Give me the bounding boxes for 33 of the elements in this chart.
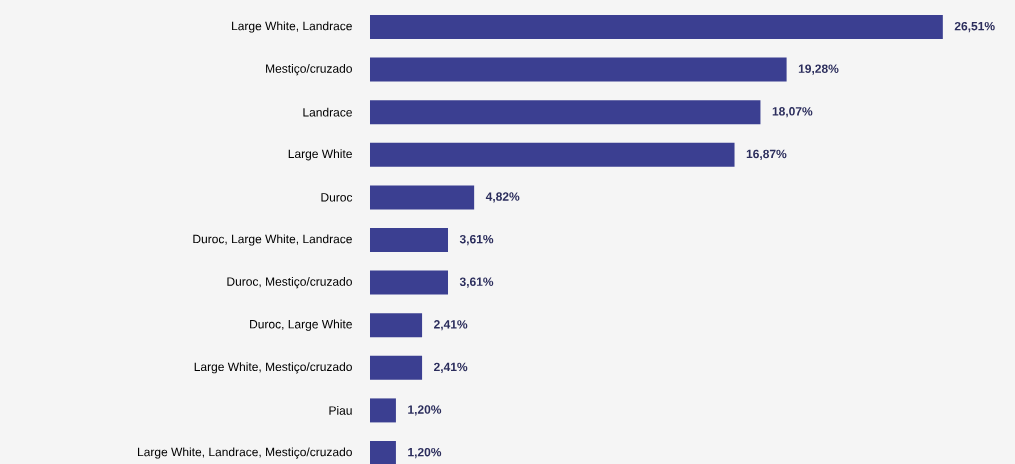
bar	[370, 398, 396, 423]
y-tick-label: Large White, Mestiço/cruzado	[194, 362, 352, 374]
data-label: 16,87%	[746, 149, 787, 160]
bar	[370, 142, 735, 167]
bar	[370, 313, 423, 338]
y-tick-label: Landrace	[303, 107, 352, 117]
bar	[370, 15, 943, 40]
data-label: 1,20%	[408, 447, 442, 459]
bar	[370, 100, 761, 125]
data-label: 26,51%	[954, 21, 995, 33]
y-tick-label: Large White, Landrace, Mestiço/cruzado	[138, 447, 352, 459]
y-tick-label: Duroc, Large White	[250, 319, 352, 331]
data-label: 2,41%	[434, 320, 468, 331]
bar	[370, 57, 787, 82]
y-tick-label: Mestiço/cruzado	[266, 63, 352, 76]
bar	[370, 270, 448, 295]
data-label: 2,41%	[434, 362, 468, 373]
y-tick-label: Duroc, Large White, Landrace	[193, 234, 352, 246]
y-tick-label: Large White	[288, 149, 352, 161]
bar	[370, 441, 396, 464]
data-label: 19,28%	[798, 64, 839, 75]
data-label: 18,07%	[772, 107, 813, 118]
y-tick-label: Piau	[329, 406, 352, 415]
bar	[370, 228, 448, 253]
y-tick-label: Large White, Landrace	[232, 21, 352, 33]
y-tick-label: Duroc, Mestiço/cruzado	[227, 276, 352, 289]
data-label: 3,61%	[459, 277, 494, 288]
y-tick-label: Duroc	[321, 193, 353, 202]
data-label: 1,20%	[408, 405, 442, 416]
data-label: 3,61%	[459, 234, 494, 246]
bar	[370, 185, 475, 210]
bar	[370, 355, 423, 380]
data-label: 4,82%	[485, 192, 520, 203]
